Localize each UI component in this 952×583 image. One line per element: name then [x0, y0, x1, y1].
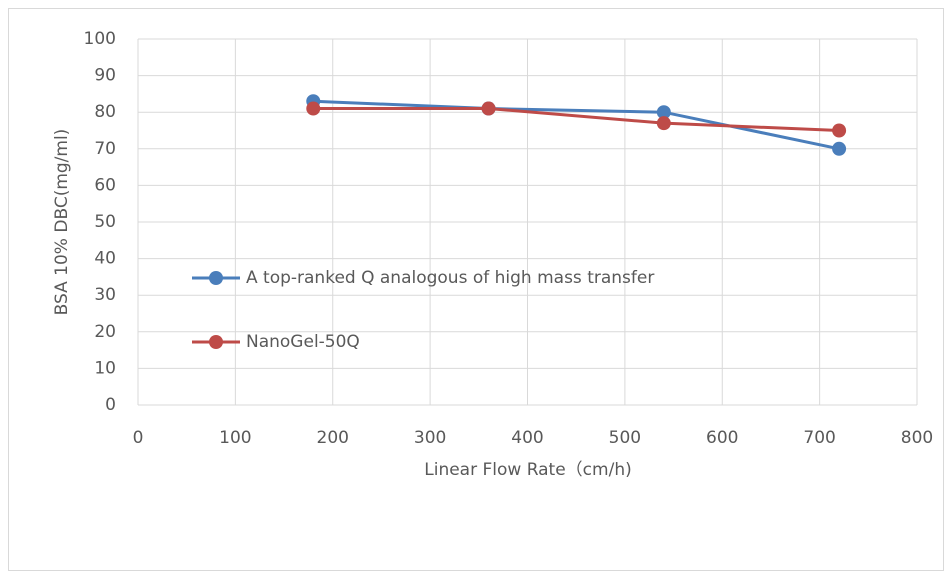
x-tick-label: 700 [803, 428, 835, 448]
x-tick-label: 800 [901, 428, 933, 448]
x-tick-label: 200 [317, 428, 349, 448]
y-axis-label: BSA 10% DBC(mg/ml) [52, 129, 72, 316]
data-point [481, 101, 496, 116]
legend-label: NanoGel-50Q [246, 332, 360, 352]
y-tick-label: 30 [94, 285, 116, 305]
y-tick-label: 100 [84, 29, 116, 49]
x-tick-label: 400 [511, 428, 543, 448]
x-tick-label: 500 [609, 428, 641, 448]
y-tick-label: 50 [94, 212, 116, 232]
data-point [306, 101, 321, 116]
chart-border [8, 8, 944, 571]
y-tick-label: 10 [94, 358, 116, 378]
x-tick-label: 600 [706, 428, 738, 448]
series-line [313, 107, 840, 132]
data-point [656, 105, 671, 120]
data-point [832, 141, 847, 156]
y-tick-label: 70 [94, 139, 116, 159]
x-tick-label: 0 [133, 428, 144, 448]
series-line [313, 99, 840, 151]
y-tick-label: 0 [105, 395, 116, 415]
legend-label: A top-ranked Q analogous of high mass tr… [246, 268, 654, 288]
y-tick-label: 90 [94, 66, 116, 86]
y-tick-label: 40 [94, 249, 116, 269]
legend-marker [209, 335, 223, 349]
y-tick-label: 80 [94, 102, 116, 122]
data-point [656, 116, 671, 131]
legend-marker [209, 271, 223, 285]
x-tick-label: 100 [219, 428, 251, 448]
x-axis-label: Linear Flow Rate（cm/h) [424, 460, 631, 480]
x-tick-label: 300 [414, 428, 446, 448]
data-point [832, 123, 847, 138]
y-tick-label: 20 [94, 322, 116, 342]
y-tick-label: 60 [94, 175, 116, 195]
